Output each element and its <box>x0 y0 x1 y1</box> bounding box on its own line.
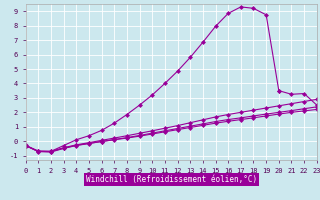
X-axis label: Windchill (Refroidissement éolien,°C): Windchill (Refroidissement éolien,°C) <box>86 175 257 184</box>
